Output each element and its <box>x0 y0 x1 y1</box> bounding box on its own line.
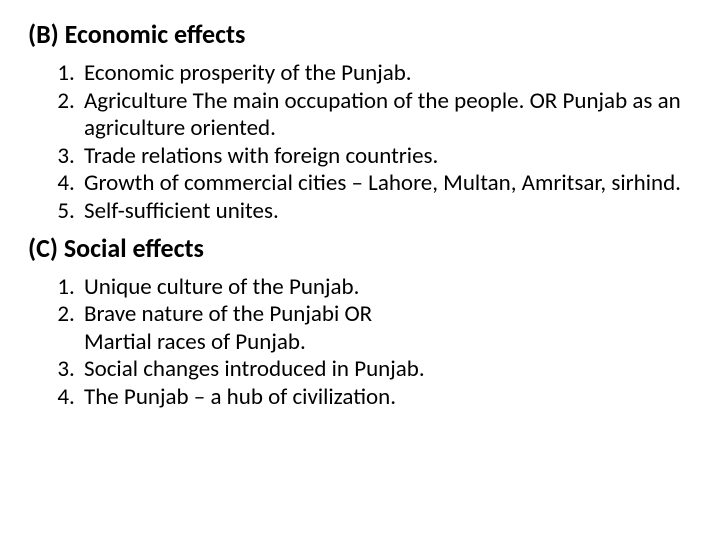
list-item-subtext: Martial races of Punjab. <box>84 328 306 356</box>
list-item-text: Brave nature of the Punjabi OR <box>84 300 372 328</box>
section-c-list: Unique culture of the Punjab. Brave natu… <box>28 274 692 412</box>
list-item: Growth of commercial cities – Lahore, Mu… <box>80 170 692 198</box>
list-item: Social changes introduced in Punjab. <box>80 356 692 384</box>
section-b-heading: (B) Economic effects <box>28 18 692 50</box>
list-item: Trade relations with foreign countries. <box>80 143 692 171</box>
list-item: Self-sufficient unites. <box>80 198 692 226</box>
section-b-list: Economic prosperity of the Punjab. Agric… <box>28 60 692 226</box>
section-c-heading: (C) Social effects <box>28 232 692 264</box>
list-item: Unique culture of the Punjab. <box>80 274 692 302</box>
slide-content: (B) Economic effects Economic prosperity… <box>0 0 720 436</box>
list-item: Brave nature of the Punjabi OR Martial r… <box>80 301 692 356</box>
list-item: Agriculture The main occupation of the p… <box>80 88 692 143</box>
list-item: Economic prosperity of the Punjab. <box>80 60 692 88</box>
list-item: The Punjab – a hub of civilization. <box>80 384 692 412</box>
